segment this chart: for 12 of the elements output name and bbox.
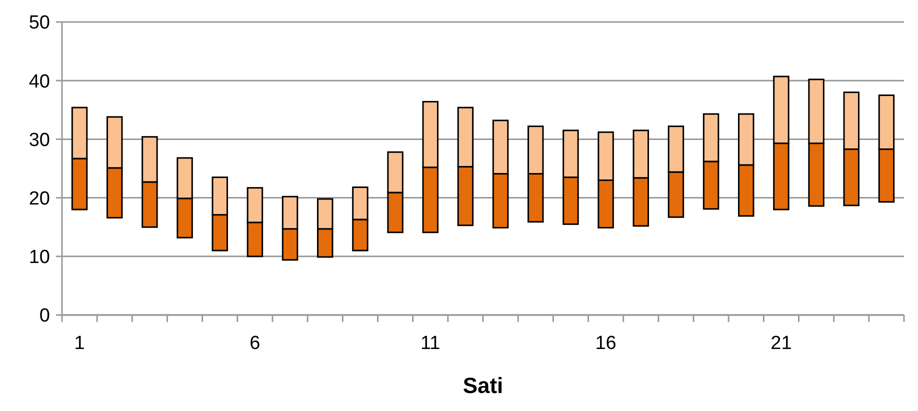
x-tick-label: 1 — [74, 333, 85, 354]
x-tick-label: 21 — [770, 333, 792, 354]
x-tick-label: 16 — [595, 333, 616, 354]
y-tick-label: 0 — [39, 306, 50, 327]
y-tick-label: 40 — [28, 71, 50, 92]
x-tick-label: 11 — [420, 333, 440, 354]
x-axis-title: Sati — [462, 373, 504, 398]
y-tick-label: 10 — [28, 247, 50, 268]
y-tick-label: 20 — [28, 188, 50, 210]
y-tick-label: 50 — [28, 12, 50, 34]
y-tick-label: 30 — [28, 130, 50, 151]
x-tick-label: 6 — [250, 333, 260, 354]
